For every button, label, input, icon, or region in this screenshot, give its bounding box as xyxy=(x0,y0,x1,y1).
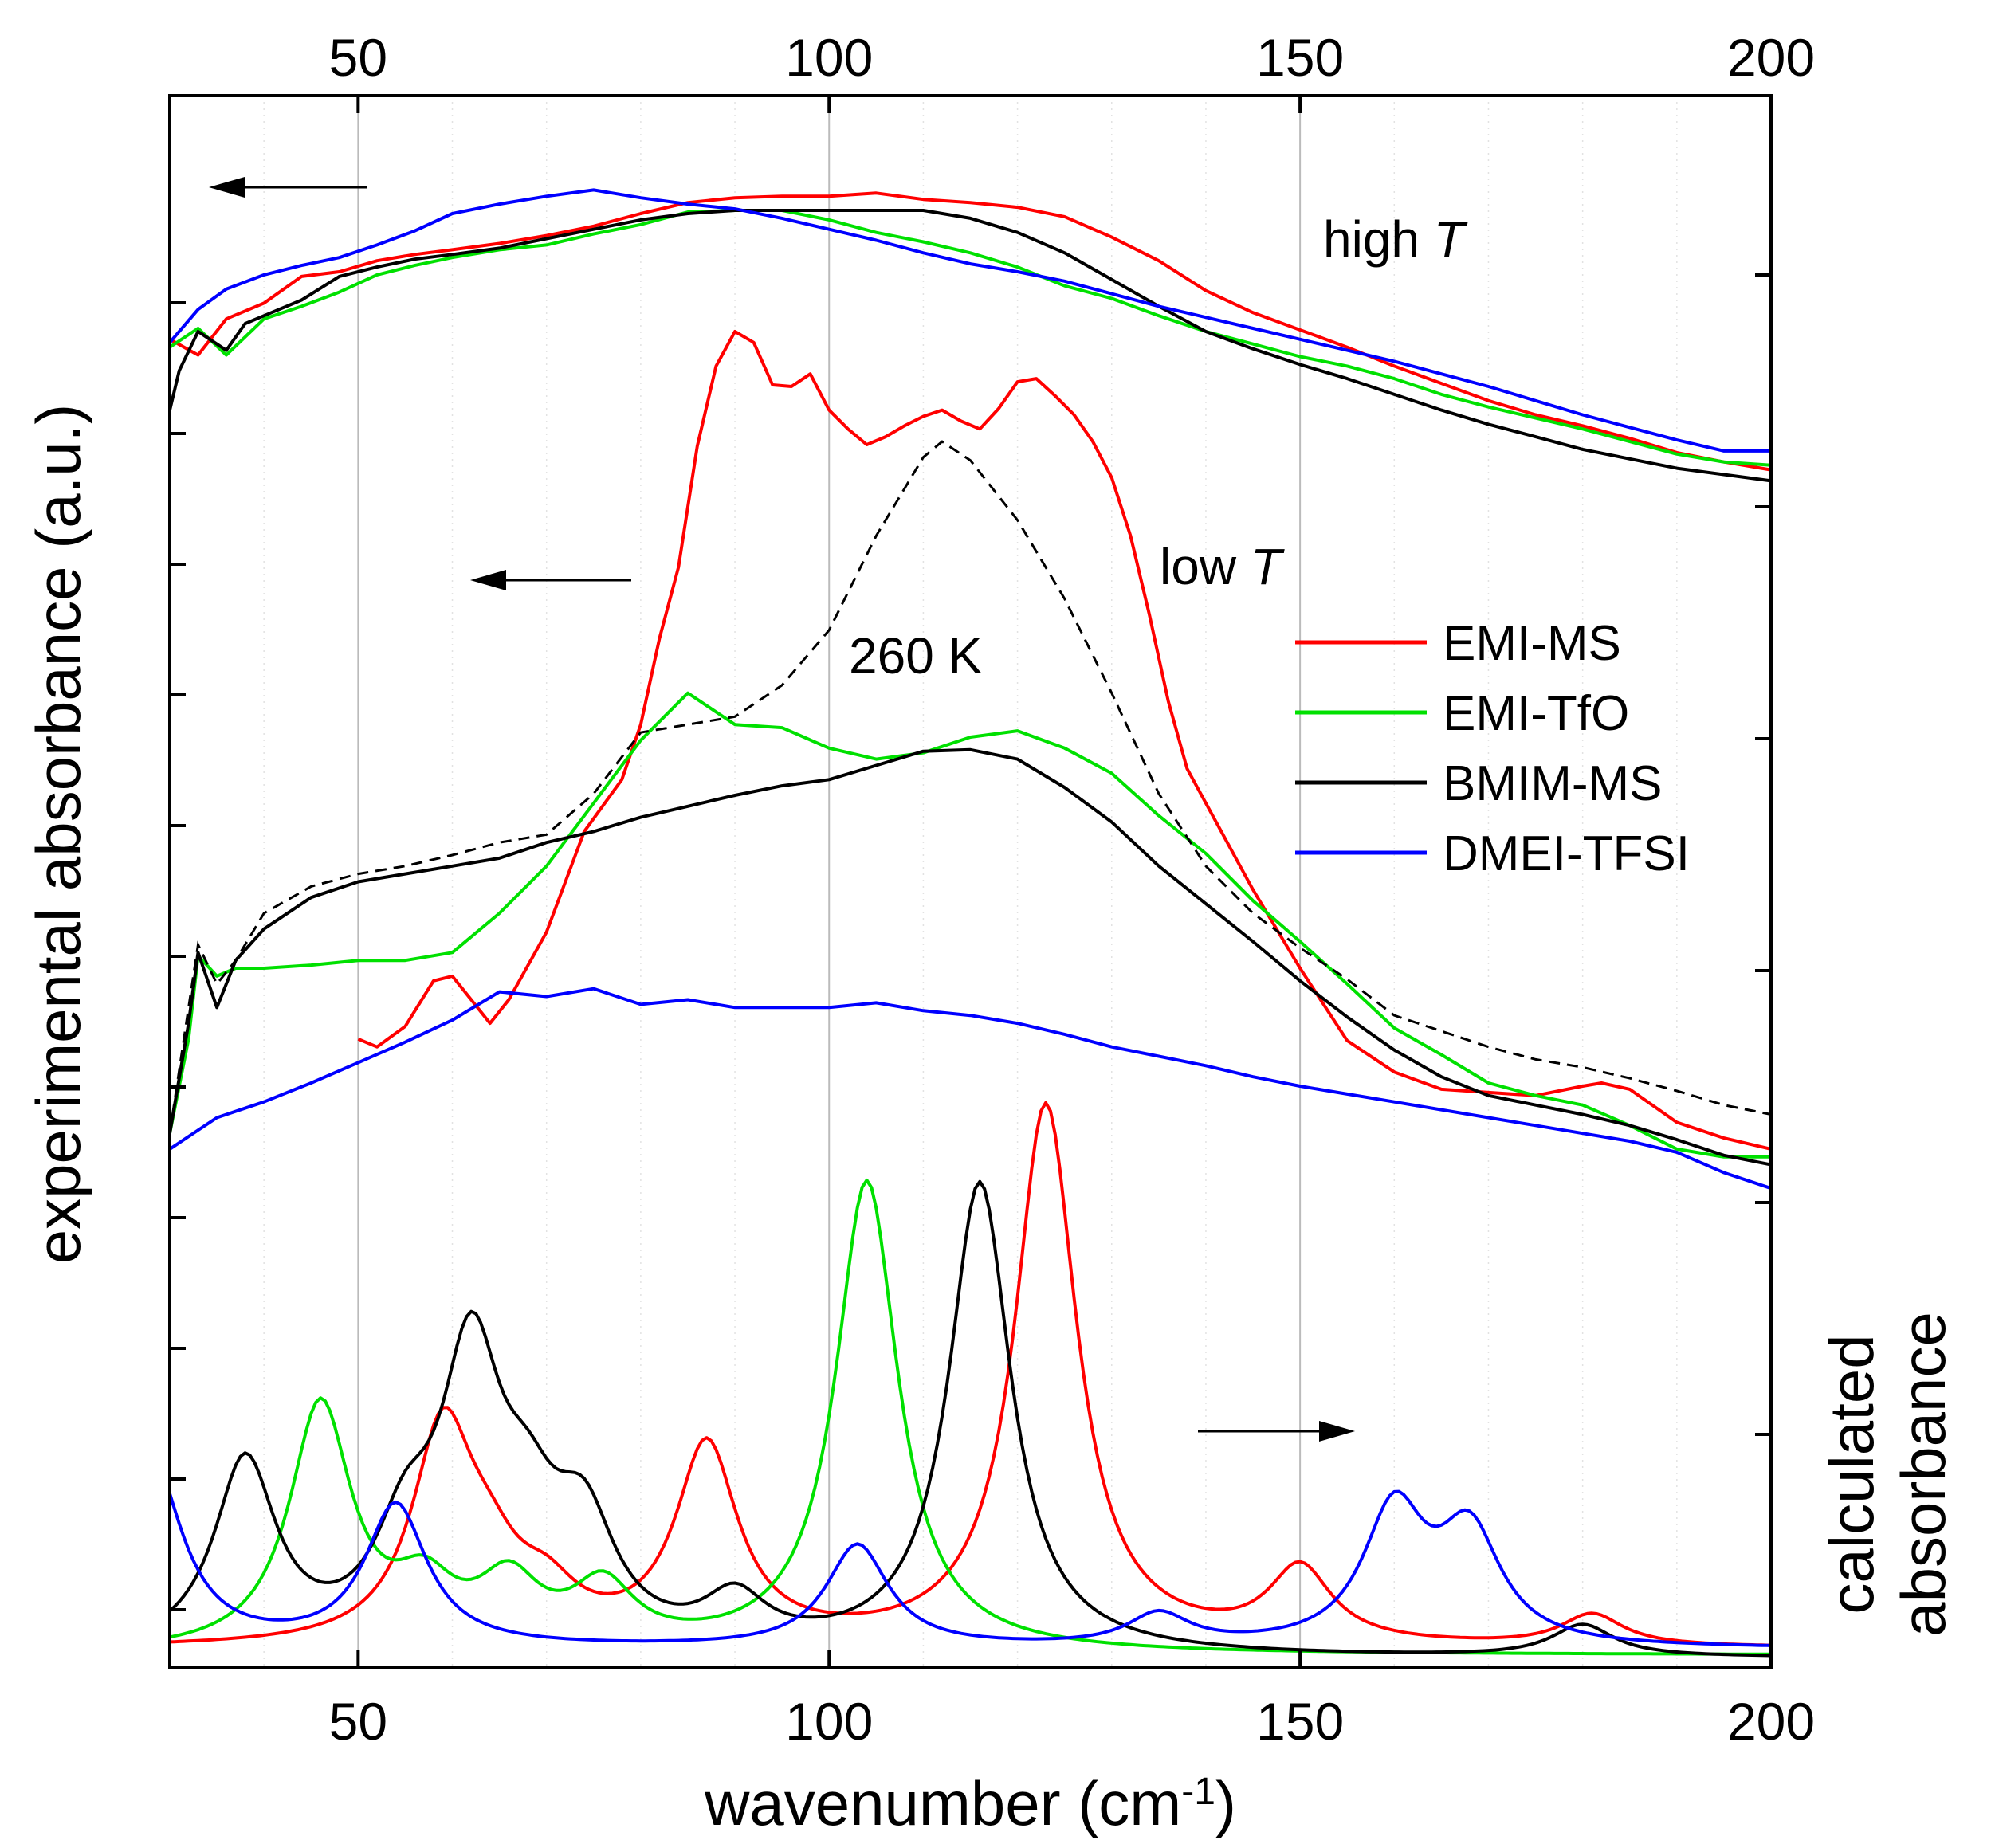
y-axis-title-right-line1: calculated xyxy=(1816,1334,1887,1614)
low-t-emi-tfo-line xyxy=(168,691,1771,1159)
x-tick-label-bottom: 150 xyxy=(1256,1692,1344,1751)
legend-label: BMIM-MS xyxy=(1443,756,1663,811)
x-tick-label-bottom: 200 xyxy=(1727,1692,1815,1751)
x-tick-label-top: 50 xyxy=(329,28,387,87)
high-t-emi-tfo-line xyxy=(168,209,1772,467)
low-t-dmei-tfsi-line xyxy=(168,987,1772,1191)
annotation-high-t: high T xyxy=(1323,210,1468,268)
tick-layer: 50 50 100 100 150 150 200 200 xyxy=(170,28,1815,1751)
calculated-bmim-ms-line xyxy=(168,1179,1772,1658)
annotation-260k: 260 K xyxy=(849,627,982,685)
calculated-emi-tfo-line xyxy=(169,1179,1771,1656)
x-axis-title: wavenumber (cm-1) xyxy=(704,1768,1236,1838)
high-t-dmei-tfsi-line xyxy=(168,188,1771,453)
arrow-low-t-head xyxy=(470,570,506,590)
arrow-layer xyxy=(209,177,1355,1442)
annotation-low-t: low T xyxy=(1160,538,1285,595)
legend-label: DMEI-TFSI xyxy=(1443,826,1690,881)
calculated-emi-ms-line xyxy=(169,1101,1772,1647)
calculated-dmei-tfsi-line xyxy=(168,1489,1772,1647)
arrow-calculated-head xyxy=(1319,1421,1355,1442)
low-t-260k-reference-line xyxy=(168,440,1772,1134)
legend-label: EMI-MS xyxy=(1443,616,1621,671)
arrow-high-t-head xyxy=(209,177,245,198)
x-tick-label-top: 150 xyxy=(1256,28,1344,87)
legend: EMI-MS EMI-TfO BMIM-MS DMEI-TFSI xyxy=(1295,616,1690,881)
plot-frame xyxy=(168,94,1773,1669)
data-layer xyxy=(168,188,1772,1658)
low-t-emi-ms-line xyxy=(357,330,1772,1151)
x-tick-label-bottom: 50 xyxy=(329,1692,387,1751)
high-t-bmim-ms-line xyxy=(168,209,1772,483)
legend-label: EMI-TfO xyxy=(1443,686,1629,741)
x-tick-label-bottom: 100 xyxy=(785,1692,873,1751)
high-t-emi-ms-line xyxy=(169,191,1772,472)
grid-layer xyxy=(263,96,1678,1668)
y-axis-title-right-line2: absorbance xyxy=(1888,1312,1958,1637)
y-axis-title-left: experimental absorbance (a.u.) xyxy=(23,404,93,1265)
x-tick-label-top: 100 xyxy=(785,28,873,87)
low-t-bmim-ms-line xyxy=(168,747,1772,1167)
x-tick-label-top: 200 xyxy=(1727,28,1815,87)
